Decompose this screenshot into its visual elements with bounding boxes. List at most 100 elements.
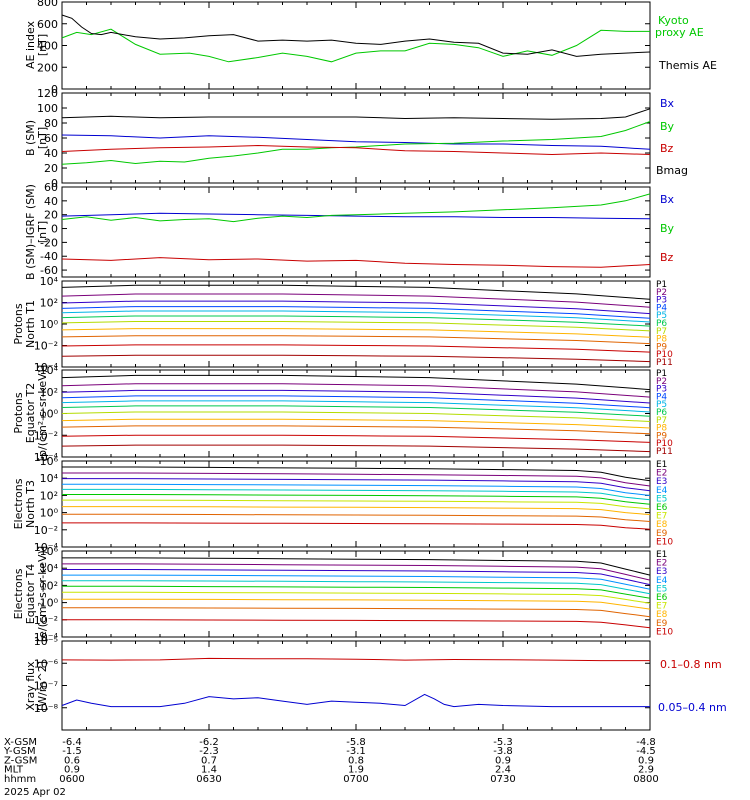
footer-value: 0.7 bbox=[201, 755, 217, 766]
legend-e9: E9 bbox=[656, 619, 668, 629]
y-tick-label: 10⁻⁴ bbox=[34, 541, 59, 554]
legend-p10: P10 bbox=[656, 439, 673, 449]
channel-p6 bbox=[61, 405, 651, 417]
legend-e5: E5 bbox=[656, 584, 667, 594]
legend-e7: E7 bbox=[656, 512, 667, 522]
channel-p5 bbox=[61, 310, 651, 323]
y-tick-label: 10⁻⁴ bbox=[34, 631, 59, 644]
legend-p6: P6 bbox=[656, 408, 667, 418]
y-tick-label: 40 bbox=[44, 147, 58, 160]
legend-e3: E3 bbox=[656, 477, 667, 487]
channel-p8 bbox=[61, 418, 651, 429]
legend-p8: P8 bbox=[656, 335, 667, 345]
y-tick-label: -20 bbox=[40, 236, 58, 249]
protons-equator-title: Protons bbox=[12, 392, 25, 433]
legend-p3: P3 bbox=[656, 385, 667, 395]
b-axis-title: B (SM) bbox=[24, 120, 37, 156]
y-tick-label: 600 bbox=[37, 18, 58, 31]
channel-e1 bbox=[62, 466, 651, 482]
channel-e7 bbox=[62, 591, 651, 604]
footer-value: 2.9 bbox=[638, 765, 654, 776]
ae-axis-title: AE index bbox=[24, 20, 37, 69]
bd-series-bz bbox=[61, 257, 651, 268]
legend-p7: P7 bbox=[656, 416, 667, 426]
y-tick-label: 10⁰ bbox=[40, 507, 59, 520]
y-tick-label: 400 bbox=[37, 40, 58, 53]
channel-e3 bbox=[62, 569, 651, 586]
bd-axis-unit: [nT] bbox=[36, 221, 49, 243]
legend-p11: P11 bbox=[656, 447, 673, 457]
footer-value: 2.4 bbox=[495, 765, 511, 776]
electrons-north-title: Electrons bbox=[12, 478, 25, 529]
y-tick-label: 10⁻⁶ bbox=[34, 657, 59, 670]
footer-value: 1.4 bbox=[201, 765, 217, 776]
y-tick-label: 60 bbox=[44, 181, 58, 194]
b-series-bmag bbox=[61, 108, 651, 120]
legend-p5: P5 bbox=[656, 400, 667, 410]
legend-e8: E8 bbox=[656, 520, 668, 530]
channel-e4 bbox=[62, 483, 651, 496]
y-tick-label: 10⁶ bbox=[40, 545, 59, 558]
protons-equator-sub: Equator T2 bbox=[24, 383, 37, 443]
legend-e9: E9 bbox=[656, 529, 668, 539]
channel-e5 bbox=[62, 580, 651, 595]
legend-e10: E10 bbox=[656, 537, 673, 547]
channel-e5 bbox=[62, 488, 651, 501]
legend-xray-short: 0.05–0.4 nm bbox=[658, 701, 727, 714]
channel-p3 bbox=[61, 300, 651, 315]
b-series-bz bbox=[61, 144, 651, 156]
xray-series-2 bbox=[61, 693, 650, 708]
channel-p4 bbox=[61, 306, 651, 319]
y-tick-label: 10⁰ bbox=[40, 597, 59, 610]
y-tick-label: 100 bbox=[37, 102, 58, 115]
legend-e7: E7 bbox=[656, 602, 667, 612]
legend-p2: P2 bbox=[656, 377, 667, 387]
y-tick-label: 10⁻⁴ bbox=[34, 361, 59, 374]
y-tick-label: 10⁴ bbox=[40, 562, 59, 575]
ae-series-2 bbox=[61, 14, 651, 57]
channel-p10 bbox=[61, 344, 651, 353]
legend-b-by: By bbox=[660, 120, 675, 133]
footer-row-label: hhmm bbox=[4, 774, 36, 785]
footer-value: 0.9 bbox=[64, 765, 80, 776]
y-tick-label: 800 bbox=[37, 0, 58, 9]
y-tick-label: 10⁻² bbox=[34, 614, 58, 627]
panel-8-frame bbox=[61, 640, 651, 731]
channel-e10 bbox=[62, 619, 651, 629]
y-tick-label: 10⁻⁸ bbox=[34, 702, 59, 715]
y-tick-label: 0 bbox=[51, 223, 58, 236]
channel-e4 bbox=[62, 574, 651, 590]
y-tick-label: -40 bbox=[40, 250, 58, 263]
legend-p10: P10 bbox=[656, 350, 673, 360]
footer-value: 0.6 bbox=[64, 755, 80, 766]
channel-p5 bbox=[61, 400, 651, 413]
legend-bd-bz: Bz bbox=[660, 251, 674, 264]
y-tick-label: 40 bbox=[44, 195, 58, 208]
channel-p1 bbox=[61, 284, 651, 300]
electrons-north-sub: North T3 bbox=[24, 480, 37, 528]
legend-p5: P5 bbox=[656, 311, 667, 321]
footer-value: -5.8 bbox=[346, 737, 366, 748]
channel-p3 bbox=[61, 389, 651, 404]
channel-p7 bbox=[61, 321, 651, 332]
legend-p3: P3 bbox=[656, 296, 667, 306]
y-tick-label: 10⁶ bbox=[40, 455, 59, 468]
y-tick-label: 60 bbox=[44, 132, 58, 145]
channel-p6 bbox=[61, 315, 651, 327]
footer-value: 0.9 bbox=[495, 755, 511, 766]
legend-e4: E4 bbox=[656, 576, 668, 586]
channel-e6 bbox=[62, 494, 651, 505]
legend-e1: E1 bbox=[656, 460, 667, 470]
y-tick-label: 120 bbox=[37, 87, 58, 100]
protons-north-sub: North T1 bbox=[24, 300, 37, 348]
y-tick-label: 10⁻² bbox=[34, 340, 58, 353]
y-tick-label: 10⁻⁷ bbox=[34, 680, 58, 693]
y-tick-label: 200 bbox=[37, 61, 58, 74]
channel-p1 bbox=[61, 374, 651, 391]
footer-value: -2.3 bbox=[199, 746, 219, 757]
channel-e9 bbox=[62, 607, 651, 618]
legend-p2: P2 bbox=[656, 288, 667, 298]
y-tick-label: 10⁻⁴ bbox=[34, 451, 59, 464]
footer-row-label: X-GSM bbox=[4, 737, 37, 748]
